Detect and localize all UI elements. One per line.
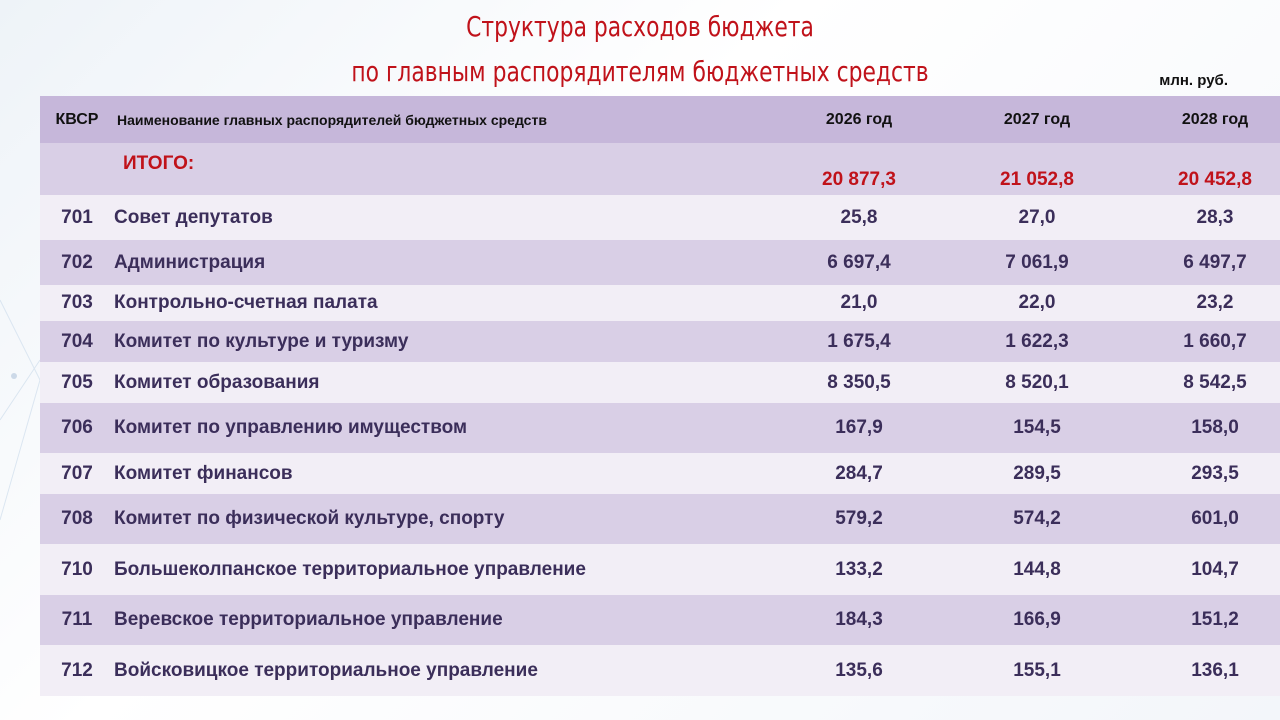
row-code: 706 <box>40 403 114 453</box>
row-2028: 104,7 <box>1126 544 1280 595</box>
budget-table: КВСР Наименование главных распорядителей… <box>40 96 1280 696</box>
row-name: Комитет по управлению имуществом <box>114 403 770 453</box>
row-2026: 133,2 <box>770 544 948 595</box>
row-2027: 154,5 <box>948 403 1126 453</box>
table-row: 704 Комитет по культуре и туризму 1 675,… <box>40 321 1280 362</box>
row-name: Веревское территориальное управление <box>114 595 770 645</box>
row-name: Комитет образования <box>114 362 770 403</box>
row-2027: 166,9 <box>948 595 1126 645</box>
row-2027: 574,2 <box>948 494 1126 544</box>
row-2027: 144,8 <box>948 544 1126 595</box>
row-name: Контрольно-счетная палата <box>114 285 770 321</box>
row-2026: 284,7 <box>770 453 948 494</box>
total-2028: 20 452,8 <box>1126 143 1280 195</box>
row-name: Войсковицкое территориальное управление <box>114 645 770 696</box>
row-2027: 289,5 <box>948 453 1126 494</box>
row-2027: 27,0 <box>948 195 1126 240</box>
table-row: 712 Войсковицкое территориальное управле… <box>40 645 1280 696</box>
row-2028: 293,5 <box>1126 453 1280 494</box>
row-2027: 155,1 <box>948 645 1126 696</box>
row-2026: 1 675,4 <box>770 321 948 362</box>
table-row: 706 Комитет по управлению имуществом 167… <box>40 403 1280 453</box>
row-code: 704 <box>40 321 114 362</box>
table-row: 705 Комитет образования 8 350,5 8 520,1 … <box>40 362 1280 403</box>
table-row: 707 Комитет финансов 284,7 289,5 293,5 <box>40 453 1280 494</box>
row-2027: 8 520,1 <box>948 362 1126 403</box>
row-name: Администрация <box>114 240 770 285</box>
row-2028: 8 542,5 <box>1126 362 1280 403</box>
header-2027: 2027 год <box>948 96 1126 143</box>
total-row: ИТОГО: 20 877,3 21 052,8 20 452,8 <box>40 143 1280 195</box>
row-name: Совет депутатов <box>114 195 770 240</box>
title-line-1: Структура расходов бюджета <box>466 10 814 43</box>
row-2026: 21,0 <box>770 285 948 321</box>
row-code: 711 <box>40 595 114 645</box>
header-2028: 2028 год <box>1126 96 1280 143</box>
header-code: КВСР <box>40 96 114 143</box>
row-2026: 25,8 <box>770 195 948 240</box>
total-2026: 20 877,3 <box>770 143 948 195</box>
row-2028: 6 497,7 <box>1126 240 1280 285</box>
row-2026: 167,9 <box>770 403 948 453</box>
row-code: 708 <box>40 494 114 544</box>
table-header-row: КВСР Наименование главных распорядителей… <box>40 96 1280 143</box>
row-2027: 22,0 <box>948 285 1126 321</box>
table-row: 703 Контрольно-счетная палата 21,0 22,0 … <box>40 285 1280 321</box>
row-2026: 8 350,5 <box>770 362 948 403</box>
row-2026: 579,2 <box>770 494 948 544</box>
row-2028: 1 660,7 <box>1126 321 1280 362</box>
unit-label: млн. руб. <box>1159 72 1228 89</box>
row-name: Большеколпанское территориальное управле… <box>114 544 770 595</box>
total-2027: 21 052,8 <box>948 143 1126 195</box>
row-code: 707 <box>40 453 114 494</box>
row-name: Комитет финансов <box>114 453 770 494</box>
table-row: 711 Веревское территориальное управление… <box>40 595 1280 645</box>
row-2026: 135,6 <box>770 645 948 696</box>
row-code: 710 <box>40 544 114 595</box>
row-code: 712 <box>40 645 114 696</box>
row-2028: 28,3 <box>1126 195 1280 240</box>
row-name: Комитет по культуре и туризму <box>114 321 770 362</box>
row-2027: 7 061,9 <box>948 240 1126 285</box>
table-row: 708 Комитет по физической культуре, спор… <box>40 494 1280 544</box>
row-code: 705 <box>40 362 114 403</box>
row-name: Комитет по физической культуре, спорту <box>114 494 770 544</box>
row-2026: 6 697,4 <box>770 240 948 285</box>
total-label: ИТОГО: <box>114 143 770 195</box>
row-code: 703 <box>40 285 114 321</box>
table-row: 701 Совет депутатов 25,8 27,0 28,3 <box>40 195 1280 240</box>
total-code-cell <box>40 143 114 195</box>
row-code: 701 <box>40 195 114 240</box>
table-row: 710 Большеколпанское территориальное упр… <box>40 544 1280 595</box>
row-code: 702 <box>40 240 114 285</box>
row-2028: 136,1 <box>1126 645 1280 696</box>
row-2027: 1 622,3 <box>948 321 1126 362</box>
row-2026: 184,3 <box>770 595 948 645</box>
header-2026: 2026 год <box>770 96 948 143</box>
row-2028: 23,2 <box>1126 285 1280 321</box>
table-row: 702 Администрация 6 697,4 7 061,9 6 497,… <box>40 240 1280 285</box>
header-name: Наименование главных распорядителей бюдж… <box>114 96 770 143</box>
row-2028: 151,2 <box>1126 595 1280 645</box>
row-2028: 601,0 <box>1126 494 1280 544</box>
row-2028: 158,0 <box>1126 403 1280 453</box>
